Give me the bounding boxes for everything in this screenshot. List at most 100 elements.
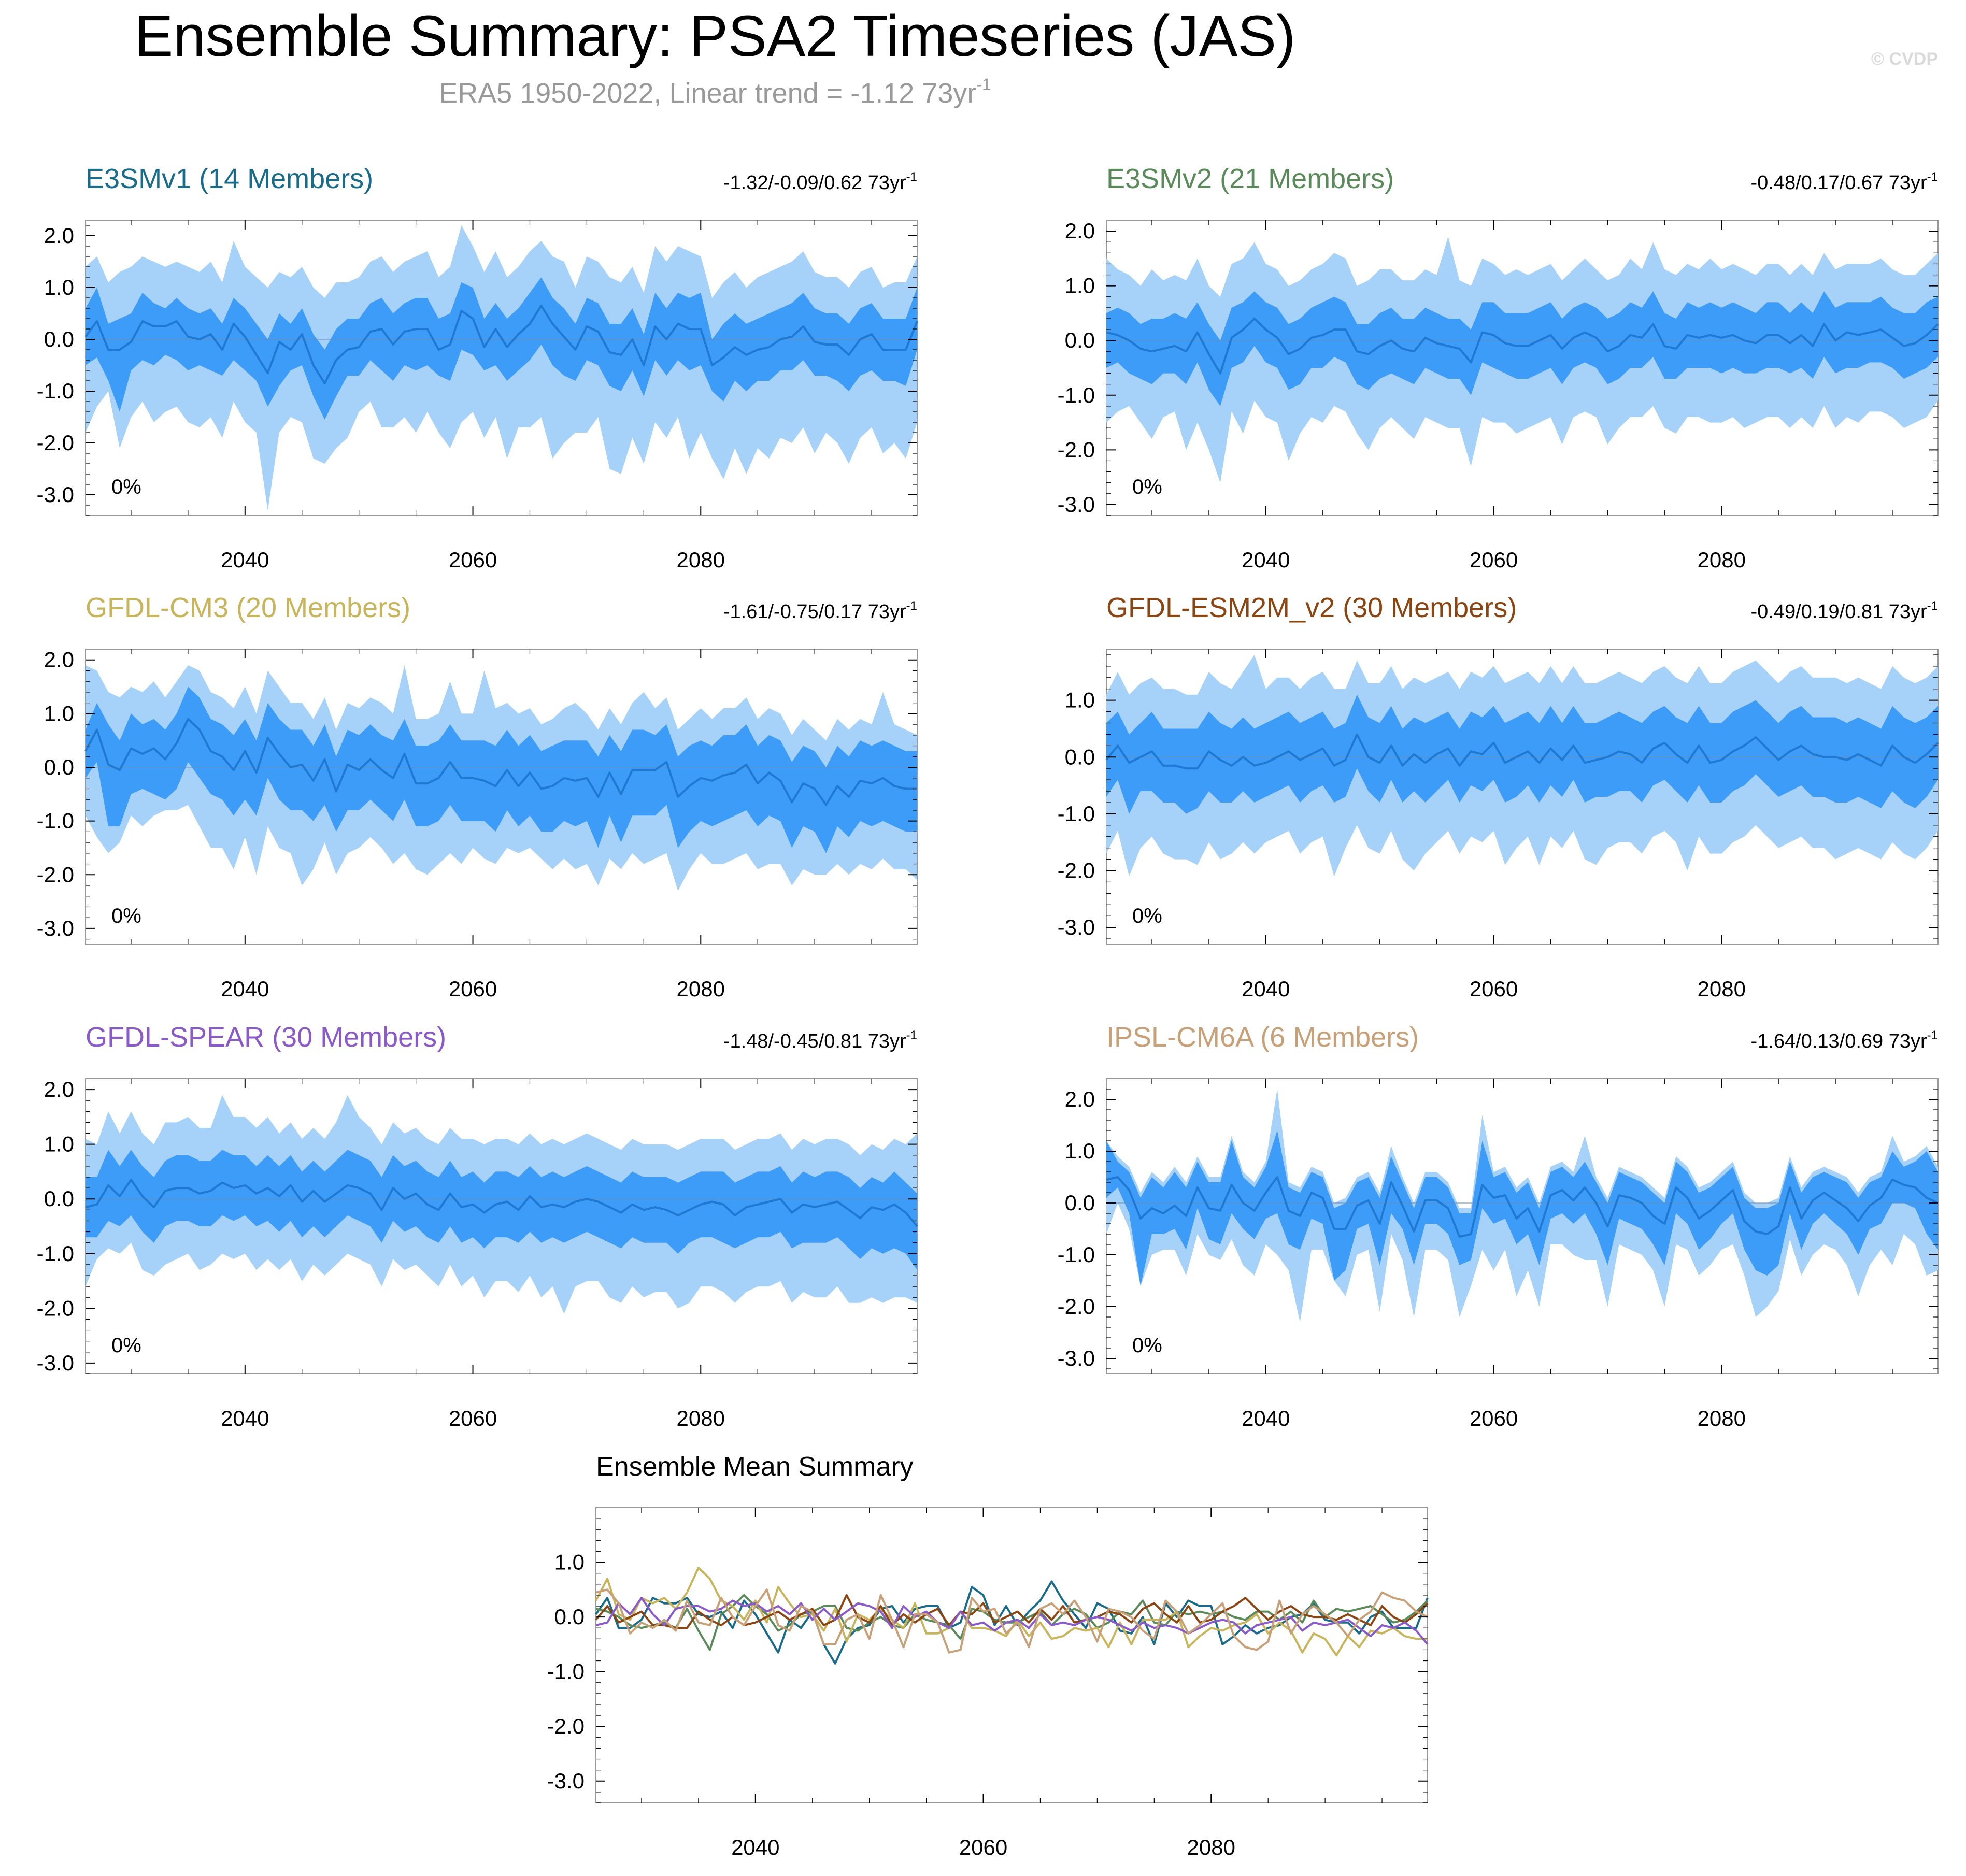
x-tick-label: 2060	[1470, 548, 1518, 572]
y-tick-label: 0.0	[1065, 744, 1095, 769]
y-tick-label: 1.0	[44, 1132, 74, 1156]
panel-percent-annotation: 0%	[111, 905, 141, 927]
panel-ipsl-cm6a: 2.0 1.0 0.0 -1.0 -2.0 -3.0 2040 2060 2080 IPSL-CM…	[1058, 1022, 1939, 1430]
ensemble-mean-line	[84, 718, 917, 806]
y-tick-label: -3.0	[37, 916, 74, 940]
x-tick-label: 2060	[449, 548, 497, 572]
x-tick-label: 2080	[677, 977, 725, 1001]
interquartile-band	[86, 277, 917, 420]
ensemble-mean-line	[1106, 1176, 1939, 1238]
y-tick-label: 0.0	[44, 755, 74, 779]
x-tick-label: 2060	[959, 1835, 1007, 1859]
y-tick-label: 0.0	[554, 1605, 585, 1629]
x-tick-label: 2080	[1698, 548, 1746, 572]
x-tick-label: 2080	[1698, 1406, 1746, 1430]
y-tick-label: -1.0	[37, 1241, 74, 1266]
panel-gfdl-cm3: 2.0 1.0 0.0 -1.0 -2.0 -3.0 2040 2060 2080 GFDL-CM…	[37, 592, 918, 1001]
y-tick-label: -1.0	[1058, 1242, 1095, 1267]
y-tick-label: -3.0	[1058, 492, 1095, 517]
y-tick-label: -2.0	[1058, 858, 1095, 883]
panel-trend-stats: -1.61/-0.75/0.17 73yr-1	[723, 599, 917, 623]
y-tick-label: -3.0	[1058, 1346, 1095, 1370]
panel-title: Ensemble Mean Summary	[596, 1452, 914, 1482]
x-tick-label: 2040	[1242, 1406, 1290, 1430]
ensemble-mean-line	[85, 1179, 918, 1227]
panel-e3smv2: 2.0 1.0 0.0 -1.0 -2.0 -3.0 2040 2060 2080 E3SMv2 …	[1058, 163, 1939, 572]
interquartile-band	[86, 686, 917, 853]
y-tick-label: -2.0	[547, 1714, 585, 1738]
y-tick-label: -2.0	[1058, 1294, 1095, 1319]
y-tick-label: 1.0	[44, 701, 74, 725]
y-tick-label: -1.0	[1058, 383, 1095, 407]
y-tick-label: 2.0	[44, 223, 74, 248]
figure-subtitle: ERA5 1950-2022, Linear trend = -1.12 73y…	[439, 75, 991, 109]
panel-e3smv1: 2.0 1.0 0.0 -1.0 -2.0 -3.0 2040 2060 2080 E3SMv1 …	[37, 163, 918, 572]
y-tick-label: 2.0	[1065, 1087, 1095, 1111]
y-tick-label: 1.0	[1065, 688, 1095, 712]
panel-percent-annotation: 0%	[111, 476, 141, 498]
y-tick-label: 0.0	[44, 327, 74, 351]
mean-line-gfdl-spear	[595, 1597, 1429, 1645]
y-tick-label: 1.0	[1065, 274, 1095, 298]
interquartile-band	[1106, 291, 1938, 406]
x-tick-label: 2080	[1698, 977, 1746, 1001]
copyright-watermark: © CVDP	[1871, 49, 1938, 69]
y-tick-label: -2.0	[37, 1296, 74, 1320]
y-tick-label: 1.0	[554, 1550, 585, 1574]
ensemble-mean-line	[84, 305, 918, 384]
y-tick-label: -1.0	[37, 809, 74, 833]
panel-trend-stats: -0.48/0.17/0.67 73yr-1	[1751, 170, 1938, 194]
y-tick-label: -2.0	[1058, 437, 1095, 462]
mean-line-e3smv2	[595, 1594, 1429, 1651]
y-tick-label: 0.0	[44, 1186, 74, 1211]
panel-title: IPSL-CM6A (6 Members)	[1106, 1022, 1419, 1053]
panel-title: GFDL-SPEAR (30 Members)	[86, 1022, 446, 1053]
panel-title: E3SMv2 (21 Members)	[1106, 163, 1394, 194]
x-tick-label: 2080	[677, 1406, 725, 1430]
x-tick-label: 2040	[221, 1406, 269, 1430]
ensemble-mean-line	[1105, 733, 1939, 770]
x-tick-label: 2060	[449, 977, 497, 1001]
y-tick-label: -3.0	[37, 1351, 74, 1375]
interquartile-band	[1106, 1130, 1938, 1286]
y-tick-label: -2.0	[37, 431, 74, 455]
panel-trend-stats: -1.48/-0.45/0.81 73yr-1	[723, 1028, 917, 1052]
panel-title: E3SMv1 (14 Members)	[86, 163, 373, 194]
x-tick-label: 2060	[1470, 977, 1518, 1001]
y-tick-label: 1.0	[1065, 1139, 1095, 1163]
ensemble-mean-line	[1106, 318, 1939, 375]
panel-trend-stats: -1.32/-0.09/0.62 73yr-1	[723, 170, 917, 194]
panel-percent-annotation: 0%	[111, 1334, 141, 1357]
panel-title: GFDL-CM3 (20 Members)	[86, 592, 410, 623]
panel-trend-stats: -1.64/0.13/0.69 73yr-1	[1751, 1028, 1938, 1052]
mean-line-ipsl-cm6a	[595, 1588, 1428, 1654]
y-tick-label: -1.0	[37, 379, 74, 403]
panel-percent-annotation: 0%	[1132, 476, 1162, 498]
y-tick-label: -3.0	[547, 1769, 585, 1793]
panel-ensemble-mean-summary: 1.0 0.0 -1.0 -2.0 -3.0 2040 2060 2080 Ensemble M…	[547, 1452, 1429, 1859]
panel-trend-stats: -0.49/0.19/0.81 73yr-1	[1751, 599, 1938, 623]
y-tick-label: -3.0	[37, 482, 74, 507]
x-tick-label: 2040	[731, 1835, 779, 1859]
y-tick-label: 0.0	[1065, 1191, 1095, 1215]
panel-percent-annotation: 0%	[1132, 905, 1162, 927]
y-tick-label: 2.0	[44, 1077, 74, 1101]
y-tick-label: -1.0	[547, 1659, 585, 1684]
x-tick-label: 2040	[221, 977, 269, 1001]
plot-area	[595, 1507, 1428, 1803]
x-tick-label: 2040	[1242, 548, 1290, 572]
x-tick-label: 2040	[221, 548, 269, 572]
x-tick-label: 2080	[677, 548, 725, 572]
x-tick-label: 2060	[1470, 1406, 1518, 1430]
interquartile-band	[86, 1150, 917, 1270]
x-tick-label: 2080	[1187, 1835, 1235, 1859]
y-tick-label: 0.0	[1065, 328, 1095, 352]
y-tick-label: -3.0	[1058, 915, 1095, 939]
y-tick-label: -1.0	[1058, 801, 1095, 826]
panel-percent-annotation: 0%	[1132, 1334, 1162, 1357]
panel-gfdl-spear: 2.0 1.0 0.0 -1.0 -2.0 -3.0 2040 2060 2080 GFDL-SP…	[37, 1022, 918, 1430]
y-tick-label: 2.0	[1065, 219, 1095, 243]
panel-gfdl-esm2m-v2: 1.0 0.0 -1.0 -2.0 -3.0 2040 2060 2080 GFDL-ESM2M…	[1058, 592, 1939, 1001]
x-tick-label: 2040	[1242, 977, 1290, 1001]
